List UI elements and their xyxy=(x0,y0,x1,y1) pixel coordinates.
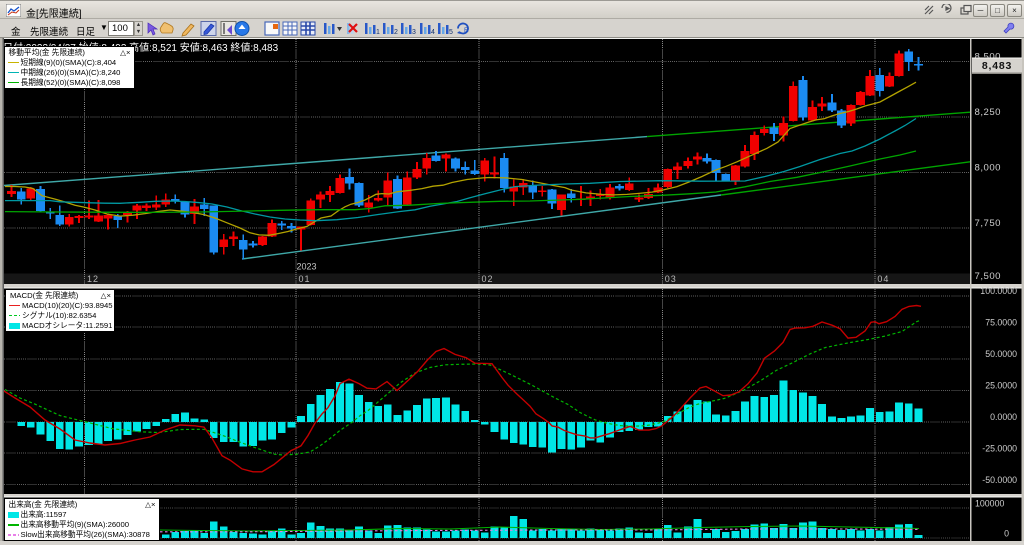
svg-text:R: R xyxy=(464,27,469,34)
svg-text:02: 02 xyxy=(482,274,494,284)
svg-text:-50.0000: -50.0000 xyxy=(982,475,1017,485)
svg-text:50.0000: 50.0000 xyxy=(985,349,1017,359)
svg-text:8,250: 8,250 xyxy=(975,107,1002,118)
svg-text:2023: 2023 xyxy=(297,262,317,272)
svg-text:0: 0 xyxy=(1004,529,1009,539)
svg-text:03: 03 xyxy=(665,274,677,284)
svg-text:12: 12 xyxy=(87,274,99,284)
svg-text:100000: 100000 xyxy=(975,499,1004,509)
svg-text:100.0000: 100.0000 xyxy=(980,286,1017,296)
svg-text:2: 2 xyxy=(394,29,398,36)
svg-text:7,500: 7,500 xyxy=(975,271,1002,282)
svg-text:8,000: 8,000 xyxy=(975,162,1002,173)
svg-text:0.0000: 0.0000 xyxy=(990,412,1017,422)
svg-text:75.0000: 75.0000 xyxy=(985,317,1017,327)
svg-text:8,483: 8,483 xyxy=(982,60,1012,72)
svg-text:01: 01 xyxy=(299,274,311,284)
svg-text:5: 5 xyxy=(449,29,453,36)
svg-text:1: 1 xyxy=(376,29,380,36)
svg-text:3: 3 xyxy=(412,29,416,36)
svg-text:7,750: 7,750 xyxy=(975,218,1002,229)
svg-text:4: 4 xyxy=(431,29,435,36)
svg-text:04: 04 xyxy=(877,274,889,284)
svg-text:25.0000: 25.0000 xyxy=(985,381,1017,391)
svg-text:8,500: 8,500 xyxy=(975,51,1002,62)
svg-text:-25.0000: -25.0000 xyxy=(982,443,1017,453)
